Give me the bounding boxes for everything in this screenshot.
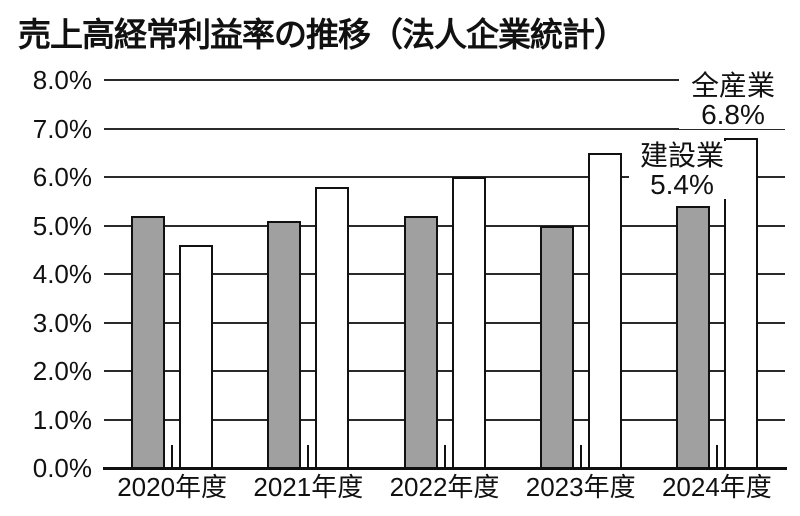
x-tick-label-2022年度: 2022年度 — [389, 472, 500, 502]
y-tick-label-4.0%: 4.0% — [32, 259, 92, 289]
gridline-5.0% — [104, 224, 785, 227]
category-tick-2022年度 — [443, 445, 446, 468]
chart-title: 売上高経常利益率の推移（法人企業統計） — [18, 16, 627, 53]
bar-建設業-2023年度 — [539, 225, 574, 468]
annotation-all-industries: 全産業 6.8% — [679, 71, 787, 129]
y-tick-label-5.0%: 5.0% — [32, 210, 92, 241]
annotation-construction: 建設業 5.4% — [629, 141, 735, 199]
bar-全産業-2024年度 — [723, 138, 758, 468]
x-axis-labels: 2020年度 2021年度 2022年度 2023年度 2024年度 — [104, 473, 785, 507]
x-tick-label-2023年度: 2023年度 — [525, 472, 636, 502]
y-tick-label-3.0%: 3.0% — [32, 307, 92, 338]
category-tick-2024年度 — [715, 445, 718, 468]
y-axis-labels: 0.0% 1.0% 2.0% 3.0% 4.0% 5.0% 6.0% 7.0% 8.0% — [0, 67, 92, 481]
category-tick-2021年度 — [307, 445, 310, 468]
x-tick-label-2020年度: 2020年度 — [117, 472, 228, 502]
plot-area — [104, 79, 785, 468]
bar-全産業-2022年度 — [451, 177, 486, 468]
y-tick-label-2.0%: 2.0% — [32, 356, 92, 386]
bar-建設業-2021年度 — [267, 220, 302, 468]
x-tick-label-2024年度: 2024年度 — [661, 472, 772, 502]
gridline-3.0% — [104, 321, 785, 324]
gridline-7.0% — [104, 127, 785, 130]
gridline-6.0% — [104, 176, 785, 178]
bar-建設業-2022年度 — [403, 215, 438, 468]
annotation-construction-value: 5.4% — [650, 169, 714, 200]
annotation-all-industries-value: 6.8% — [701, 99, 765, 130]
y-tick-label-7.0%: 7.0% — [32, 113, 92, 144]
x-axis-line — [103, 467, 787, 470]
gridline-8.0% — [104, 79, 785, 81]
bar-全産業-2023年度 — [587, 152, 622, 468]
y-tick-label-8.0%: 8.0% — [32, 65, 92, 95]
gridline-2.0% — [104, 370, 785, 372]
gridline-1.0% — [104, 418, 785, 421]
y-tick-label-0.0%: 0.0% — [32, 453, 92, 483]
bar-全産業-2020年度 — [179, 244, 214, 468]
bar-建設業-2020年度 — [131, 215, 166, 468]
y-tick-label-6.0%: 6.0% — [32, 162, 92, 192]
bar-建設業-2024年度 — [675, 206, 710, 468]
category-tick-2020年度 — [171, 445, 174, 468]
annotation-construction-name: 建設業 — [639, 140, 724, 171]
bar-全産業-2021年度 — [315, 186, 350, 468]
gridline-4.0% — [104, 273, 785, 275]
x-tick-label-2021年度: 2021年度 — [253, 472, 364, 502]
y-tick-label-1.0%: 1.0% — [32, 404, 92, 435]
category-tick-2023年度 — [579, 445, 582, 468]
annotation-all-industries-name: 全産業 — [690, 70, 775, 101]
